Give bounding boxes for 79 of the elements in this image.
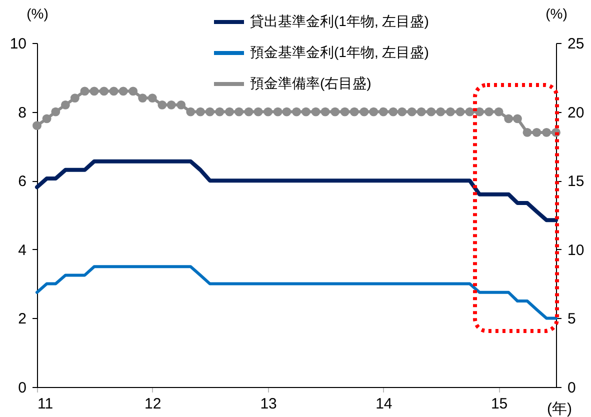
point [138, 94, 148, 103]
point [80, 86, 90, 96]
point [320, 107, 330, 116]
point [109, 86, 118, 96]
point [522, 128, 532, 137]
point [158, 100, 167, 110]
point [225, 107, 234, 116]
point [196, 107, 205, 116]
point [446, 107, 455, 116]
point [350, 107, 359, 116]
point [302, 107, 310, 116]
point [70, 94, 80, 103]
point [118, 86, 128, 96]
point [42, 114, 52, 124]
y2-tick-label: 15 [568, 173, 584, 190]
x-tick-label: 12 [144, 396, 162, 412]
point [407, 107, 416, 116]
point [176, 100, 186, 110]
point [494, 107, 504, 116]
x-tick-label: 14 [376, 396, 392, 412]
y2-tick-label: 20 [568, 104, 584, 122]
point [465, 107, 474, 116]
x-tick-label: 15 [490, 396, 508, 412]
x-tick-label: 13 [260, 396, 277, 412]
point [100, 86, 108, 96]
y-tick-label: 2 [18, 310, 26, 328]
point [32, 121, 42, 130]
y-tick-label: 10 [10, 36, 26, 52]
point [532, 128, 542, 137]
point [475, 107, 484, 116]
point [215, 107, 224, 116]
point [264, 107, 273, 116]
point [484, 107, 494, 116]
y-tick-label: 0 [18, 380, 26, 396]
point [90, 86, 99, 96]
point [166, 100, 176, 110]
point [148, 94, 157, 103]
point [369, 107, 378, 116]
point [311, 107, 320, 116]
point [292, 107, 301, 116]
point [282, 107, 292, 116]
y-tick-label: 4 [18, 242, 26, 259]
point [234, 107, 244, 116]
point [542, 128, 551, 137]
y-tick-label: 6 [18, 173, 26, 190]
y2-axis-title: (%) [546, 6, 568, 22]
point [456, 107, 465, 116]
point [273, 107, 282, 116]
x-axis-title: (年) [547, 400, 572, 417]
point [398, 107, 407, 116]
legend-label: 預金準備率(右目盛) [250, 75, 372, 91]
line-series [36, 265, 558, 320]
point [60, 100, 70, 110]
point [340, 107, 350, 116]
line-series [35, 159, 558, 222]
point [128, 86, 138, 96]
point [360, 107, 369, 116]
point [254, 107, 263, 116]
point [51, 107, 60, 116]
point [378, 107, 388, 116]
point [504, 114, 514, 124]
legend-label: 預金基準金利(1年物, 左目盛) [250, 44, 429, 60]
y-tick-label: 8 [18, 104, 26, 122]
legend-label: 貸出基準金利(1年物, 左目盛) [250, 13, 429, 29]
y2-tick-label: 10 [568, 242, 584, 259]
y2-tick-label: 25 [568, 36, 584, 52]
point [388, 107, 398, 116]
point [512, 114, 522, 124]
y2-tick-label: 0 [568, 380, 576, 396]
y2-tick-label: 5 [568, 310, 576, 328]
point [416, 107, 426, 116]
point [244, 107, 254, 116]
y-axis-title: (%) [26, 6, 48, 22]
point [330, 107, 340, 116]
point [426, 107, 436, 116]
x-tick-label: 11 [38, 396, 54, 412]
point [436, 107, 446, 116]
point [186, 107, 196, 116]
point [205, 107, 214, 116]
